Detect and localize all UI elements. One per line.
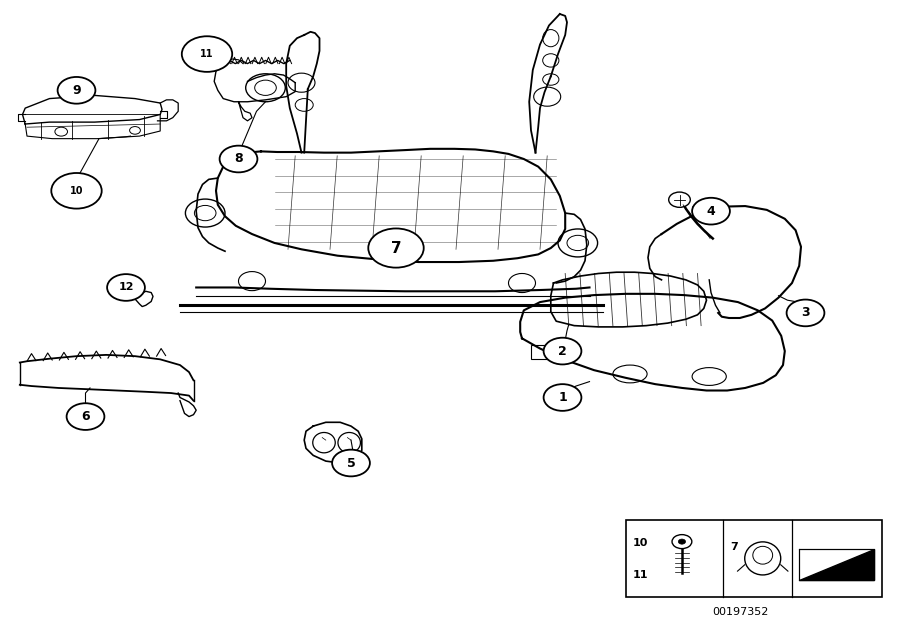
Text: 2: 2: [558, 345, 567, 357]
Circle shape: [368, 228, 424, 268]
Text: 9: 9: [72, 84, 81, 97]
Text: 10: 10: [70, 186, 83, 196]
Text: 7: 7: [730, 542, 738, 552]
Circle shape: [58, 77, 95, 104]
Text: 3: 3: [801, 307, 810, 319]
Circle shape: [544, 338, 581, 364]
Bar: [626, 520, 882, 597]
Circle shape: [107, 274, 145, 301]
Bar: [531, 345, 565, 359]
Text: 7: 7: [391, 240, 401, 256]
Polygon shape: [799, 550, 874, 580]
Text: 6: 6: [81, 410, 90, 423]
Circle shape: [669, 192, 690, 207]
Text: 10: 10: [633, 538, 648, 548]
Text: 1: 1: [558, 391, 567, 404]
Text: 8: 8: [234, 153, 243, 165]
Text: 4: 4: [706, 205, 716, 218]
Text: 11: 11: [633, 570, 648, 580]
Text: 11: 11: [200, 49, 214, 59]
Text: 5: 5: [346, 457, 356, 469]
Circle shape: [51, 173, 102, 209]
Text: 12: 12: [118, 282, 134, 293]
Circle shape: [67, 403, 104, 430]
Circle shape: [787, 300, 824, 326]
Circle shape: [332, 450, 370, 476]
Circle shape: [679, 539, 686, 544]
Text: 00197352: 00197352: [713, 607, 770, 618]
Circle shape: [692, 198, 730, 225]
Circle shape: [544, 384, 581, 411]
Circle shape: [182, 36, 232, 72]
Circle shape: [220, 146, 257, 172]
